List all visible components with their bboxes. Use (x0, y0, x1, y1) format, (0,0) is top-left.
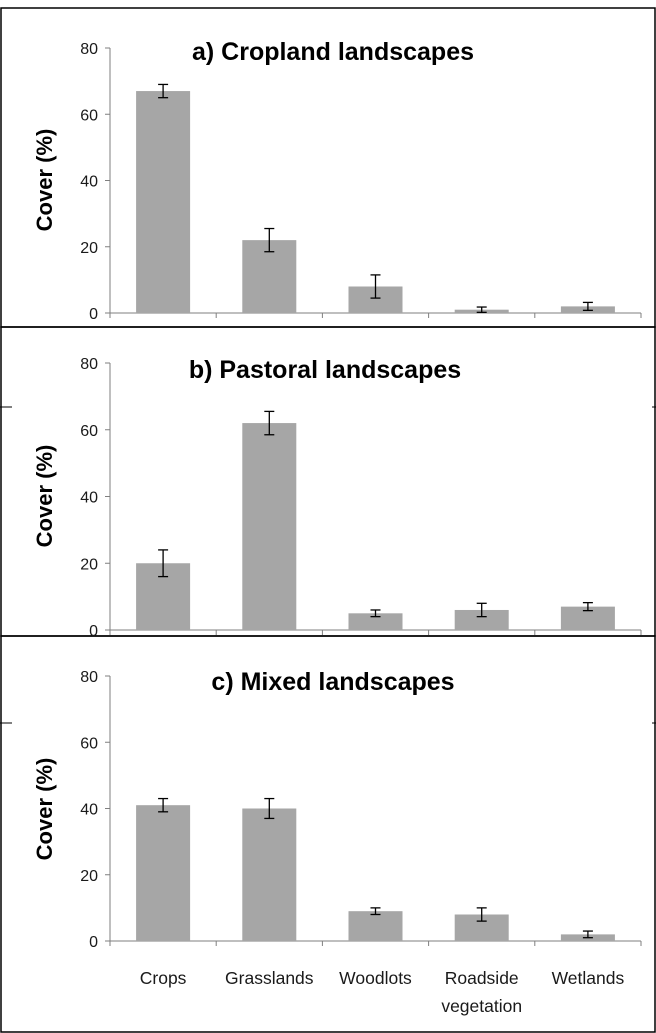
bar (348, 911, 403, 941)
plot-area: 0 20 40 60 80 (80, 356, 642, 640)
panel-title: a) Cropland landscapes (192, 38, 474, 66)
y-tick-label: 0 (89, 306, 98, 323)
y-tick-label: 60 (80, 735, 98, 752)
panel-title: c) Mixed landscapes (211, 668, 454, 696)
bar (136, 805, 191, 941)
y-tick-label: 40 (80, 802, 98, 819)
y-axis-label: Cover (%) (32, 758, 57, 861)
y-tick-label: 20 (80, 240, 98, 257)
chart-panel-c: c) Mixed landscapes Cover (%) 0 20 40 60 80 C… (32, 668, 642, 1016)
bar (348, 613, 403, 630)
y-tick-label: 20 (80, 556, 98, 573)
bar (560, 606, 615, 630)
chart-panel-a: a) Cropland landscapes Cover (%) 0 20 40 60… (32, 38, 642, 323)
y-tick-label: 40 (80, 174, 98, 191)
y-tick-label: 0 (89, 623, 98, 640)
panel-title: b) Pastoral landscapes (189, 356, 461, 384)
x-tick-label: Roadside vegetation (441, 968, 522, 1016)
plot-area: 0 20 40 60 80 (80, 41, 642, 323)
y-tick-label: 80 (80, 356, 98, 373)
bar (136, 91, 191, 313)
y-tick-label: 60 (80, 107, 98, 124)
x-tick-label: Grasslands (225, 968, 314, 988)
panel-c-frame (0, 635, 656, 1033)
y-tick-label: 20 (80, 868, 98, 885)
y-tick-label: 80 (80, 41, 98, 58)
x-tick-label: Wetlands (552, 968, 625, 988)
y-tick-label: 40 (80, 490, 98, 507)
y-tick-label: 0 (89, 934, 98, 951)
bar (242, 423, 297, 630)
bar (454, 609, 509, 630)
x-tick-label: Woodlots (339, 968, 412, 988)
y-tick-label: 60 (80, 423, 98, 440)
y-tick-label: 80 (80, 669, 98, 686)
chart-panel-b: b) Pastoral landscapes Cover (%) 0 20 40 60… (32, 356, 642, 640)
x-tick-label: Crops (140, 968, 187, 988)
bar (242, 808, 297, 941)
y-axis-label: Cover (%) (32, 445, 57, 548)
plot-area: 0 20 40 60 80 Crops Grasslands Woodlots Roadside… (80, 669, 642, 1016)
y-axis-label: Cover (%) (32, 129, 57, 232)
